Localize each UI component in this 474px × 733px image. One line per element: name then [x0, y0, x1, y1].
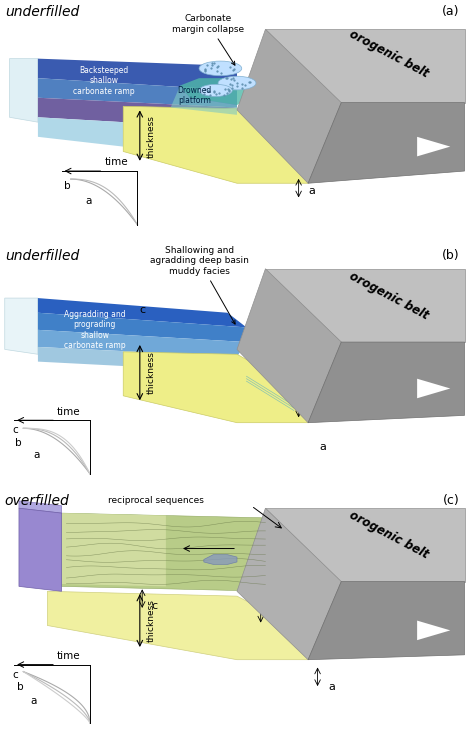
- Text: orogenic belt: orogenic belt: [347, 269, 430, 322]
- Text: b: b: [15, 438, 21, 448]
- Polygon shape: [204, 555, 237, 564]
- Text: b: b: [270, 94, 277, 104]
- Text: a: a: [30, 696, 36, 706]
- Polygon shape: [5, 298, 38, 354]
- Text: orogenic belt: orogenic belt: [347, 27, 430, 80]
- Text: underfilled: underfilled: [5, 5, 79, 19]
- Polygon shape: [9, 59, 38, 122]
- Text: underfilled: underfilled: [5, 249, 79, 263]
- Text: thickness: thickness: [147, 115, 156, 158]
- Text: Shallowing and
agradding deep basin
muddy facies: Shallowing and agradding deep basin mudd…: [150, 246, 248, 324]
- Polygon shape: [265, 508, 465, 581]
- Text: thickness: thickness: [147, 351, 156, 394]
- Text: Backsteeped
shallow
carbonate ramp: Backsteeped shallow carbonate ramp: [73, 66, 135, 95]
- Polygon shape: [38, 298, 246, 328]
- Polygon shape: [265, 269, 465, 342]
- Text: b: b: [64, 181, 71, 191]
- Text: (c): (c): [443, 493, 460, 507]
- Text: c: c: [152, 601, 158, 611]
- Polygon shape: [237, 269, 341, 423]
- Text: (a): (a): [442, 5, 460, 18]
- Polygon shape: [19, 501, 62, 513]
- Polygon shape: [265, 29, 465, 103]
- Polygon shape: [237, 29, 341, 183]
- Polygon shape: [38, 59, 237, 90]
- Polygon shape: [123, 106, 308, 183]
- Polygon shape: [38, 117, 123, 147]
- Ellipse shape: [218, 76, 256, 90]
- Text: (b): (b): [442, 249, 460, 262]
- Text: time: time: [104, 158, 128, 167]
- Text: time: time: [57, 407, 81, 416]
- Polygon shape: [123, 352, 308, 423]
- Text: Drowned
platform: Drowned platform: [177, 86, 211, 105]
- Polygon shape: [38, 78, 237, 108]
- Text: a: a: [328, 682, 335, 691]
- Text: Aggradding and
prograding
shallow
carbonate ramp: Aggradding and prograding shallow carbon…: [64, 310, 126, 350]
- Text: c: c: [13, 425, 18, 435]
- Text: b: b: [270, 358, 277, 368]
- Text: Carbonate
margin collapse: Carbonate margin collapse: [173, 15, 245, 65]
- Polygon shape: [180, 78, 256, 105]
- Polygon shape: [308, 581, 465, 660]
- Polygon shape: [47, 592, 308, 660]
- Text: reciprocal sequences: reciprocal sequences: [109, 496, 204, 504]
- Text: overfilled: overfilled: [5, 493, 70, 507]
- Polygon shape: [308, 342, 465, 423]
- Polygon shape: [417, 137, 450, 156]
- Text: b: b: [308, 149, 315, 159]
- Polygon shape: [237, 508, 341, 660]
- Ellipse shape: [199, 61, 242, 75]
- Polygon shape: [171, 86, 237, 115]
- Text: b: b: [270, 608, 277, 618]
- Text: c: c: [13, 670, 18, 680]
- Text: b: b: [17, 682, 24, 692]
- Polygon shape: [38, 330, 246, 357]
- Text: a: a: [85, 196, 91, 205]
- Text: a: a: [319, 442, 326, 452]
- Text: time: time: [57, 651, 81, 661]
- Text: a: a: [34, 450, 40, 460]
- Polygon shape: [38, 313, 246, 342]
- Polygon shape: [308, 103, 465, 183]
- Text: thickness: thickness: [147, 599, 156, 642]
- Polygon shape: [38, 347, 237, 372]
- Polygon shape: [417, 621, 450, 640]
- Polygon shape: [38, 97, 237, 122]
- Polygon shape: [62, 513, 166, 586]
- Polygon shape: [19, 508, 62, 592]
- Text: a: a: [308, 185, 315, 196]
- Polygon shape: [62, 513, 270, 592]
- Polygon shape: [417, 379, 450, 398]
- Ellipse shape: [199, 84, 232, 97]
- Text: orogenic belt: orogenic belt: [347, 509, 430, 561]
- Text: c: c: [139, 306, 145, 315]
